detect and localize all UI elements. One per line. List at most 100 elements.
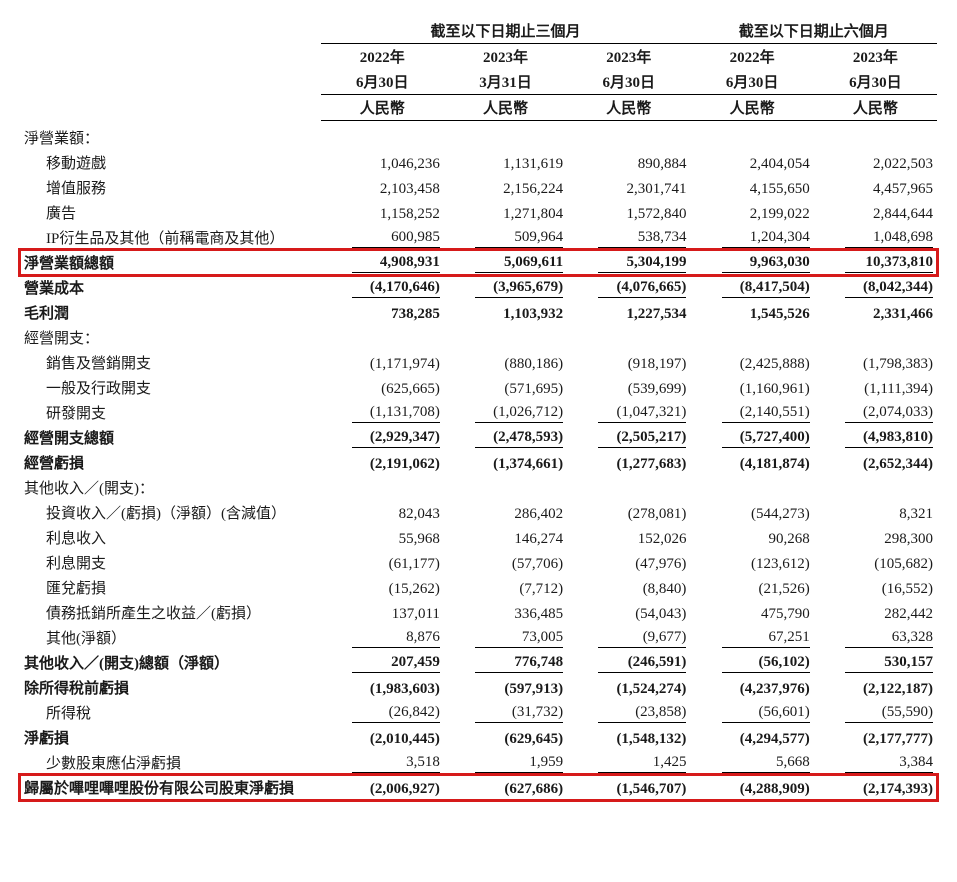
val-rd-c1: (1,131,708): [321, 400, 444, 425]
val-mobile_games-c3: 890,884: [567, 150, 690, 175]
label-ip_other: IP衍生品及其他（前稱電商及其他）: [20, 225, 321, 250]
val-opex_header-c1: [321, 325, 444, 350]
label-attributable: 歸屬於嗶哩嗶哩股份有限公司股東淨虧損: [20, 775, 321, 800]
label-ads: 廣告: [20, 200, 321, 225]
val-debt_ext-c2: 336,485: [444, 600, 567, 625]
val-vas-c1: 2,103,458: [321, 175, 444, 200]
row-ga: 一般及行政開支(625,665)(571,695)(539,699)(1,160…: [20, 375, 937, 400]
row-ip_other: IP衍生品及其他（前稱電商及其他）600,985509,964538,7341,…: [20, 225, 937, 250]
val-net_loss-c2: (629,645): [444, 725, 567, 750]
val-int_income-c1: 55,968: [321, 525, 444, 550]
col4-date: 6月30日: [690, 69, 813, 95]
val-gross_profit-c5: 2,331,466: [814, 300, 937, 325]
label-op_loss: 經營虧損: [20, 450, 321, 475]
col2-currency: 人民幣: [444, 95, 567, 121]
val-sm-c3: (918,197): [567, 350, 690, 375]
row-net_rev_header: 淨營業額：: [20, 125, 937, 150]
val-net_loss-c4: (4,294,577): [690, 725, 813, 750]
row-opex_header: 經營開支：: [20, 325, 937, 350]
val-attributable-c4: (4,288,909): [690, 775, 813, 800]
val-total_other-c1: 207,459: [321, 650, 444, 675]
label-other_net: 其他(淨額）: [20, 625, 321, 650]
val-ads-c2: 1,271,804: [444, 200, 567, 225]
val-ip_other-c1: 600,985: [321, 225, 444, 250]
val-net_loss-c1: (2,010,445): [321, 725, 444, 750]
val-int_income-c2: 146,274: [444, 525, 567, 550]
group-three-months: 截至以下日期止三個月: [321, 18, 691, 44]
val-total_opex-c2: (2,478,593): [444, 425, 567, 450]
row-total_net_rev: 淨營業額總額4,908,9315,069,6115,304,1999,963,0…: [20, 250, 937, 275]
val-ga-c5: (1,111,394): [814, 375, 937, 400]
val-vas-c5: 4,457,965: [814, 175, 937, 200]
val-loss_before_tax-c3: (1,524,274): [567, 675, 690, 700]
val-op_loss-c4: (4,181,874): [690, 450, 813, 475]
group-six-months: 截至以下日期止六個月: [690, 18, 937, 44]
label-other_header: 其他收入／(開支)：: [20, 475, 321, 500]
label-ga: 一般及行政開支: [20, 375, 321, 400]
val-nci-c5: 3,384: [814, 750, 937, 775]
col3-currency: 人民幣: [567, 95, 690, 121]
val-cost_of_rev-c2: (3,965,679): [444, 275, 567, 300]
val-total_opex-c3: (2,505,217): [567, 425, 690, 450]
val-rd-c4: (2,140,551): [690, 400, 813, 425]
label-int_expense: 利息開支: [20, 550, 321, 575]
col5-date: 6月30日: [814, 69, 937, 95]
val-int_income-c4: 90,268: [690, 525, 813, 550]
label-net_loss: 淨虧損: [20, 725, 321, 750]
val-net_loss-c3: (1,548,132): [567, 725, 690, 750]
label-mobile_games: 移動遊戲: [20, 150, 321, 175]
row-sm: 銷售及營銷開支(1,171,974)(880,186)(918,197)(2,4…: [20, 350, 937, 375]
label-vas: 增值服務: [20, 175, 321, 200]
row-mobile_games: 移動遊戲1,046,2361,131,619890,8842,404,0542,…: [20, 150, 937, 175]
val-op_loss-c2: (1,374,661): [444, 450, 567, 475]
val-total_other-c5: 530,157: [814, 650, 937, 675]
val-int_expense-c4: (123,612): [690, 550, 813, 575]
val-gross_profit-c4: 1,545,526: [690, 300, 813, 325]
row-total_other: 其他收入／(開支)總額（淨額）207,459776,748(246,591)(5…: [20, 650, 937, 675]
val-loss_before_tax-c4: (4,237,976): [690, 675, 813, 700]
val-debt_ext-c1: 137,011: [321, 600, 444, 625]
col4-year: 2022年: [690, 44, 813, 70]
header-currency-row: 人民幣 人民幣 人民幣 人民幣 人民幣: [20, 95, 937, 121]
val-fx_loss-c2: (7,712): [444, 575, 567, 600]
val-cost_of_rev-c3: (4,076,665): [567, 275, 690, 300]
label-income_tax: 所得稅: [20, 700, 321, 725]
val-total_net_rev-c1: 4,908,931: [321, 250, 444, 275]
val-total_other-c2: 776,748: [444, 650, 567, 675]
label-fx_loss: 匯兌虧損: [20, 575, 321, 600]
val-other_net-c2: 73,005: [444, 625, 567, 650]
val-fx_loss-c5: (16,552): [814, 575, 937, 600]
val-attributable-c1: (2,006,927): [321, 775, 444, 800]
val-net_loss-c5: (2,177,777): [814, 725, 937, 750]
val-opex_header-c3: [567, 325, 690, 350]
label-cost_of_rev: 營業成本: [20, 275, 321, 300]
val-ga-c1: (625,665): [321, 375, 444, 400]
label-inv_income: 投資收入／(虧損)（淨額）(含減值）: [20, 500, 321, 525]
row-int_income: 利息收入55,968146,274152,02690,268298,300: [20, 525, 937, 550]
val-total_opex-c5: (4,983,810): [814, 425, 937, 450]
row-net_loss: 淨虧損(2,010,445)(629,645)(1,548,132)(4,294…: [20, 725, 937, 750]
val-other_header-c3: [567, 475, 690, 500]
val-total_other-c4: (56,102): [690, 650, 813, 675]
row-vas: 增值服務2,103,4582,156,2242,301,7414,155,650…: [20, 175, 937, 200]
val-ads-c3: 1,572,840: [567, 200, 690, 225]
val-attributable-c2: (627,686): [444, 775, 567, 800]
col2-year: 2023年: [444, 44, 567, 70]
val-other_header-c2: [444, 475, 567, 500]
row-int_expense: 利息開支(61,177)(57,706)(47,976)(123,612)(10…: [20, 550, 937, 575]
row-loss_before_tax: 除所得稅前虧損(1,983,603)(597,913)(1,524,274)(4…: [20, 675, 937, 700]
val-rd-c2: (1,026,712): [444, 400, 567, 425]
val-inv_income-c5: 8,321: [814, 500, 937, 525]
val-loss_before_tax-c5: (2,122,187): [814, 675, 937, 700]
val-cost_of_rev-c5: (8,042,344): [814, 275, 937, 300]
row-total_opex: 經營開支總額(2,929,347)(2,478,593)(2,505,217)(…: [20, 425, 937, 450]
label-debt_ext: 債務抵銷所產生之收益／(虧損）: [20, 600, 321, 625]
label-net_rev_header: 淨營業額：: [20, 125, 321, 150]
val-total_net_rev-c5: 10,373,810: [814, 250, 937, 275]
val-gross_profit-c1: 738,285: [321, 300, 444, 325]
val-other_net-c4: 67,251: [690, 625, 813, 650]
val-ip_other-c3: 538,734: [567, 225, 690, 250]
col1-currency: 人民幣: [321, 95, 444, 121]
header-year-row: 2022年 2023年 2023年 2022年 2023年: [20, 44, 937, 70]
val-net_rev_header-c3: [567, 125, 690, 150]
